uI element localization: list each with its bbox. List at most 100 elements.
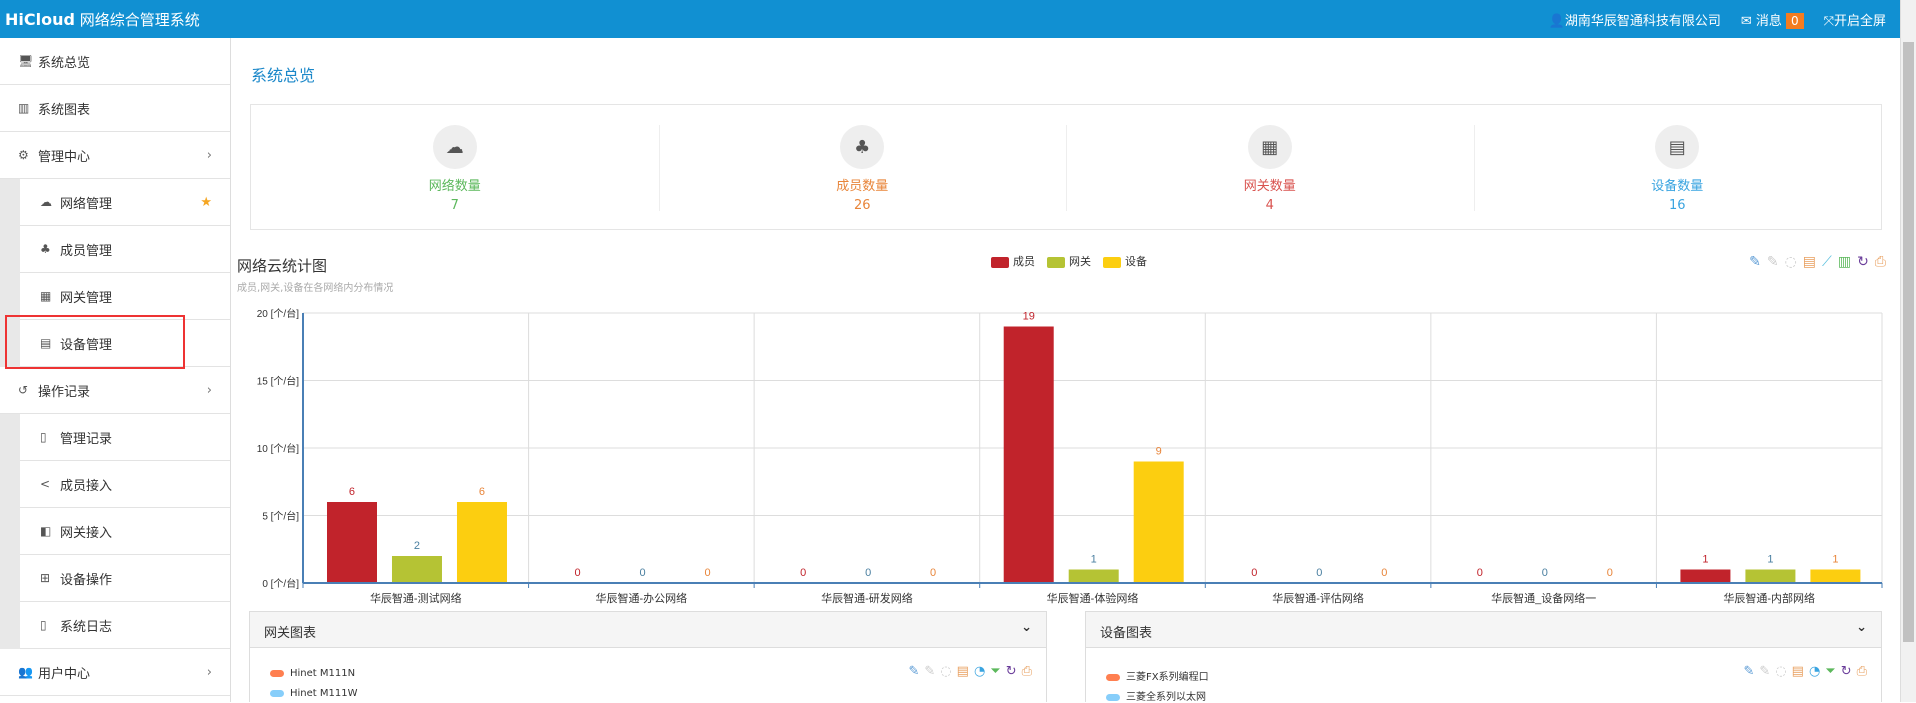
save-image-icon[interactable]: ⎙	[1021, 664, 1032, 679]
sidebar-item-device-ops[interactable]: ⊞ 设备操作	[20, 555, 230, 602]
zoom-reset-icon[interactable]: ✎	[924, 664, 936, 679]
zoom-reset-icon[interactable]: ✎	[1759, 664, 1771, 679]
legend-item-gateways[interactable]: 网关	[1047, 253, 1091, 269]
pie-chart-icon[interactable]: ◔	[1808, 664, 1821, 679]
chevron-down-icon[interactable]: ⌄	[1856, 620, 1867, 635]
legend-label: Hinet M111N	[290, 668, 356, 679]
file-icon: ▯	[40, 618, 47, 632]
stat-networks: ☁ 网络数量 7	[251, 105, 659, 229]
sidebar-item-label: 管理记录	[60, 431, 113, 447]
stat-value: 16	[1668, 198, 1686, 213]
funnel-icon[interactable]: ⏷	[1825, 664, 1836, 679]
panel-title: 网关图表	[264, 626, 317, 641]
sidebar-item-gateways[interactable]: ▦ 网关管理	[20, 273, 230, 320]
clear-icon[interactable]: ◌	[1775, 664, 1787, 679]
share-icon: <	[40, 477, 51, 491]
sidebar-item-label: 设备操作	[60, 572, 113, 588]
data-label: 0	[575, 567, 581, 579]
refresh-icon[interactable]: ↻	[1840, 664, 1852, 679]
envelope-icon: ✉	[1740, 14, 1752, 29]
bar-chart-icon[interactable]: ▥	[1837, 254, 1852, 270]
sidebar-item-members[interactable]: ♣ 成员管理	[20, 226, 230, 273]
stat-label: 网关数量	[1243, 179, 1296, 194]
sidebar-item-label: 系统图表	[38, 102, 91, 118]
bar-网关	[1068, 569, 1119, 583]
data-label: 0	[704, 567, 710, 579]
legend-item[interactable]: 三菱全系列以太网	[1106, 688, 1206, 703]
x-tick-label: 华辰智通-研发网络	[821, 591, 913, 605]
bar-成员	[1680, 569, 1731, 583]
page-scrollbar[interactable]	[1900, 0, 1916, 702]
sidebar-item-oplog[interactable]: ↺ 操作记录 ›	[0, 367, 230, 414]
page-title: 系统总览	[251, 66, 316, 85]
x-tick-label: 华辰智通-办公网络	[596, 591, 688, 605]
x-tick-label: 华辰智通-体验网络	[1047, 591, 1139, 605]
pie-chart-icon[interactable]: ◔	[973, 664, 986, 679]
zoom-reset-icon[interactable]: ✎	[1766, 254, 1779, 270]
panel-header[interactable]: 设备图表 ⌄	[1086, 612, 1881, 648]
messages-button[interactable]: ✉ 消息 0	[1741, 10, 1804, 29]
sidebar-item-label: 成员管理	[60, 243, 113, 259]
x-tick-label: 华辰智通-评估网络	[1272, 591, 1364, 605]
data-label: 19	[1023, 311, 1035, 323]
sidebar-item-management[interactable]: ⚙ 管理中心 ›	[0, 132, 230, 179]
sidebar-item-charts[interactable]: ▥ 系统图表	[0, 85, 230, 132]
data-view-icon[interactable]: ▤	[956, 664, 969, 679]
funnel-icon[interactable]: ⏷	[990, 664, 1001, 679]
clear-icon[interactable]: ◌	[1784, 254, 1797, 270]
chevron-right-icon: ›	[206, 664, 212, 680]
stat-members: ♣ 成员数量 26	[658, 105, 1067, 229]
legend-item[interactable]: 三菱FX系列编程口	[1106, 668, 1209, 683]
line-chart-icon[interactable]: ⟋	[1822, 254, 1832, 270]
legend-label: Hinet M111W	[290, 688, 358, 699]
bar-成员	[326, 502, 377, 583]
save-image-icon[interactable]: ⎙	[1856, 664, 1867, 679]
panel-header[interactable]: 网关图表 ⌄	[250, 612, 1046, 648]
fullscreen-label: 开启全屏	[1833, 14, 1886, 29]
bar-chart-icon: ▥	[18, 101, 30, 115]
data-view-icon[interactable]: ▤	[1791, 664, 1804, 679]
legend-label: 设备	[1125, 255, 1147, 268]
fullscreen-button[interactable]: ⤧开启全屏	[1824, 10, 1886, 29]
sidebar-item-manage-log[interactable]: ▯ 管理记录	[20, 414, 230, 461]
grid-icon: ▦	[1247, 125, 1292, 169]
stat-value: 7	[450, 198, 459, 213]
sidebar-item-overview[interactable]: 🖥 系统总览	[0, 38, 230, 85]
system-name: 网络综合管理系统	[79, 11, 200, 29]
refresh-icon[interactable]: ↻	[1005, 664, 1017, 679]
data-view-icon[interactable]: ▤	[1802, 254, 1817, 270]
sidebar-item-network[interactable]: ☁ 网络管理 ★	[20, 179, 230, 226]
sidebar-item-users[interactable]: 👥 用户中心 ›	[0, 649, 230, 696]
zoom-icon[interactable]: ✎	[908, 664, 920, 679]
zoom-icon[interactable]: ✎	[1743, 664, 1755, 679]
chevron-down-icon[interactable]: ⌄	[1021, 620, 1032, 635]
clear-icon[interactable]: ◌	[940, 664, 952, 679]
bar-网关	[391, 556, 442, 583]
sidebar-item-devices[interactable]: ▤ 设备管理	[20, 320, 230, 367]
data-label: 0	[1316, 567, 1322, 579]
brand[interactable]: HiCloud 网络综合管理系统	[5, 9, 200, 30]
data-label: 6	[349, 486, 355, 498]
data-label: 1	[1767, 554, 1773, 566]
zoom-icon[interactable]: ✎	[1749, 254, 1761, 270]
sidebar-item-syslog[interactable]: ▯ 系统日志	[20, 602, 230, 649]
chevron-right-icon: ›	[206, 382, 212, 398]
company-link[interactable]: 👤湖南华辰智通科技有限公司	[1549, 10, 1721, 29]
legend-item[interactable]: Hinet M111N	[270, 668, 355, 679]
sidebar-item-label: 用户中心	[38, 666, 91, 682]
star-icon[interactable]: ★	[200, 194, 212, 210]
company-name: 湖南华辰智通科技有限公司	[1564, 14, 1721, 29]
scrollbar-thumb[interactable]	[1903, 42, 1914, 642]
save-image-icon[interactable]: ⎙	[1874, 254, 1886, 270]
legend-item[interactable]: Hinet M111W	[270, 688, 358, 699]
legend-item-members[interactable]: 成员	[991, 253, 1035, 269]
chart-subtitle: 成员,网关,设备在各网络内分布情况	[237, 283, 394, 294]
panel-title: 设备图表	[1100, 626, 1153, 641]
sidebar-item-gateway-access[interactable]: ◧ 网关接入	[20, 508, 230, 555]
legend-item-devices[interactable]: 设备	[1103, 253, 1147, 269]
refresh-icon[interactable]: ↻	[1857, 254, 1869, 270]
messages-label: 消息	[1755, 14, 1782, 29]
sidebar-item-member-access[interactable]: < 成员接入	[20, 461, 230, 508]
chevron-right-icon: ›	[206, 147, 212, 163]
chart-title: 网络云统计图	[237, 257, 328, 275]
